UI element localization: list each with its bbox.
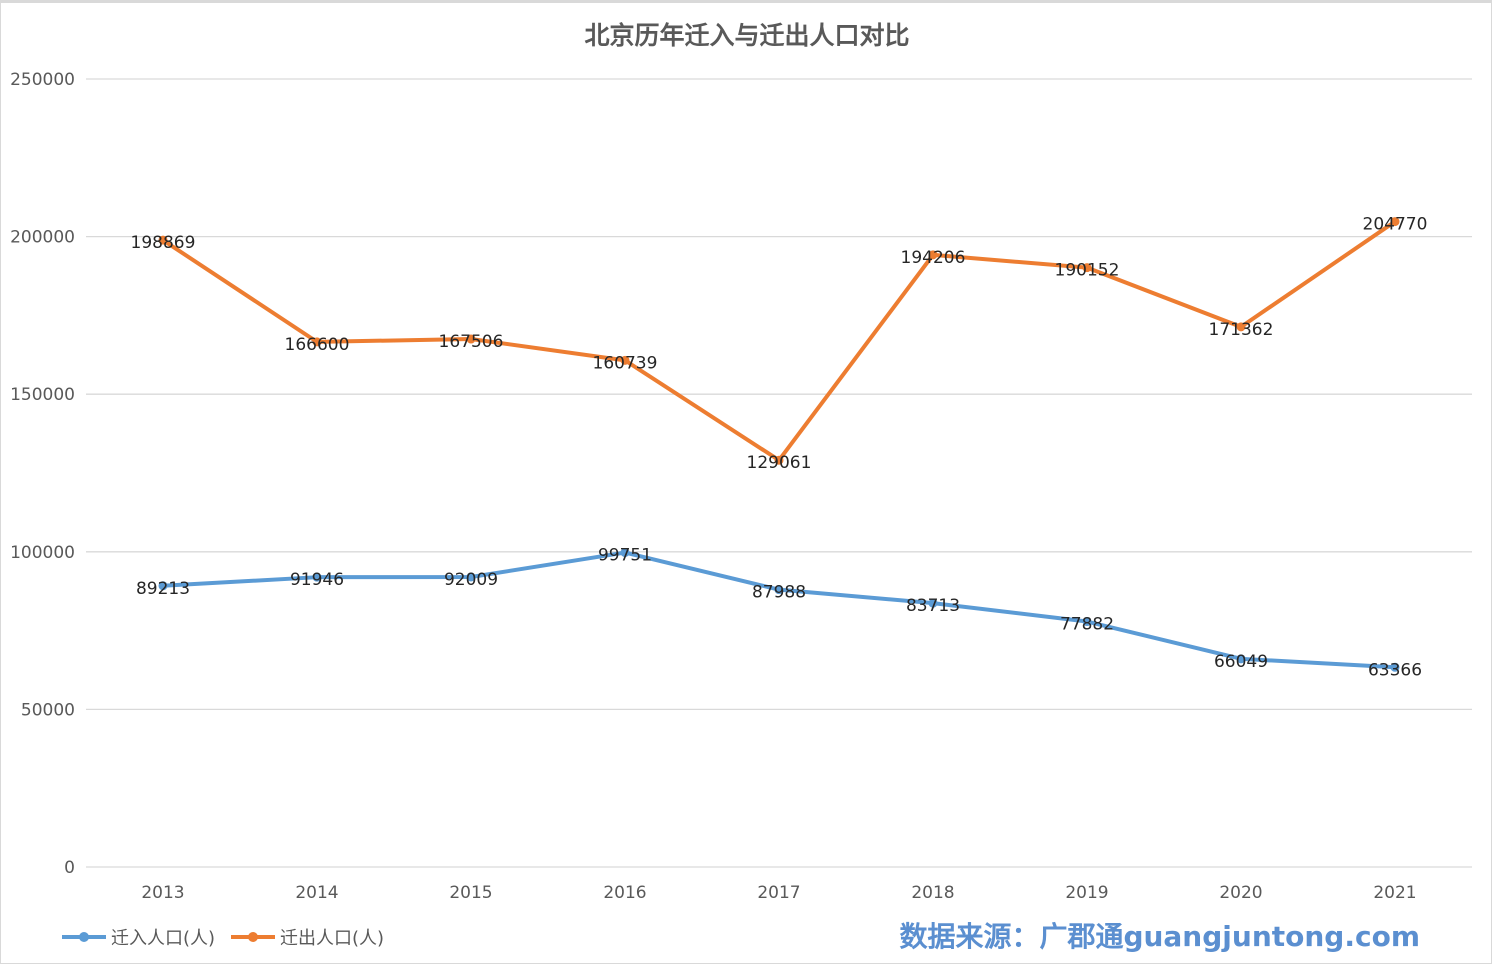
data-point: [1082, 617, 1092, 627]
data-label: 87988: [752, 583, 806, 603]
x-tick-label: 2019: [1065, 883, 1108, 903]
data-point: [466, 572, 476, 582]
data-label: 91946: [290, 570, 344, 590]
legend: 迁入人口(人) 迁出人口(人): [62, 928, 384, 949]
y-axis-ticks: 0 50000 100000 150000 200000 250000: [10, 70, 75, 878]
y-tick-label: 0: [64, 858, 75, 878]
legend-item-1: 迁入人口(人): [62, 928, 215, 949]
gridlines: [86, 78, 1472, 868]
legend-label: 迁出人口(人): [280, 928, 384, 949]
data-point: [1390, 662, 1400, 672]
legend-marker: [248, 932, 258, 942]
source-note: 数据来源：广郡通guangjuntong.com: [899, 920, 1420, 953]
data-point: [1236, 322, 1246, 332]
x-tick-label: 2021: [1373, 883, 1416, 903]
data-label: 92009: [444, 570, 498, 590]
data-label: 160739: [593, 353, 658, 373]
data-label: 204770: [1363, 215, 1428, 235]
data-point: [774, 585, 784, 595]
x-tick-label: 2020: [1219, 883, 1262, 903]
series-line: [162, 550, 1396, 670]
data-label: 171362: [1209, 320, 1274, 340]
legend-label: 迁入人口(人): [111, 928, 215, 949]
legend-marker: [79, 932, 89, 942]
data-label: 166600: [285, 335, 350, 355]
data-point: [158, 581, 168, 591]
y-tick-label: 250000: [10, 70, 75, 90]
data-point: [158, 235, 168, 245]
y-tick-label: 150000: [10, 385, 75, 405]
series-2: 198869 166600 167506 160739 129061 194206 1901…: [131, 215, 1428, 474]
data-point: [466, 334, 476, 344]
series-1: 89213 91946 92009 99751 87988 83713 77882 66049…: [136, 546, 1422, 681]
data-point: [1390, 217, 1400, 227]
legend-item-2: 迁出人口(人): [231, 928, 384, 949]
data-point: [620, 355, 630, 365]
data-label: 129061: [747, 453, 812, 473]
data-label: 63366: [1368, 660, 1422, 680]
data-label: 198869: [131, 233, 196, 253]
data-label: 66049: [1214, 652, 1268, 672]
x-tick-label: 2017: [757, 883, 800, 903]
x-tick-label: 2016: [603, 883, 646, 903]
data-label: 89213: [136, 579, 190, 599]
series-group: 89213 91946 92009 99751 87988 83713 77882 66049…: [131, 215, 1428, 681]
x-axis-ticks: 2013 2014 2015 2016 2017 2018 2019 2020 2021: [141, 883, 1416, 903]
data-label: 77882: [1060, 615, 1114, 635]
data-label: 190152: [1055, 261, 1120, 281]
data-label: 99751: [598, 546, 652, 566]
data-point: [620, 548, 630, 558]
data-label: 83713: [906, 596, 960, 616]
y-tick-label: 200000: [10, 228, 75, 248]
data-point: [774, 455, 784, 465]
data-label: 167506: [439, 332, 504, 352]
y-tick-label: 50000: [21, 700, 75, 720]
x-tick-label: 2014: [295, 883, 338, 903]
x-tick-label: 2013: [141, 883, 184, 903]
x-tick-label: 2018: [911, 883, 954, 903]
data-point: [1236, 654, 1246, 664]
y-tick-label: 100000: [10, 543, 75, 563]
data-point: [928, 598, 938, 608]
data-point: [312, 337, 322, 347]
data-label: 194206: [901, 248, 966, 268]
chart-title: 北京历年迁入与迁出人口对比: [584, 21, 909, 50]
data-point: [312, 572, 322, 582]
data-point: [1082, 263, 1092, 273]
x-tick-label: 2015: [449, 883, 492, 903]
data-point: [928, 250, 938, 260]
